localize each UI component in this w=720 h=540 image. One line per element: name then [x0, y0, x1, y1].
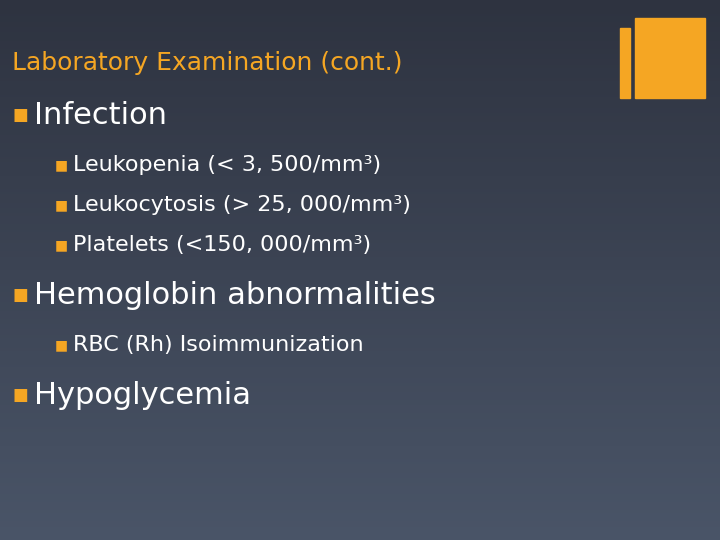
Text: ■: ■: [55, 238, 68, 252]
Text: Hypoglycemia: Hypoglycemia: [34, 381, 251, 409]
Text: Laboratory Examination (cont.): Laboratory Examination (cont.): [12, 51, 402, 75]
Text: ■: ■: [55, 158, 68, 172]
Bar: [620, 28, 630, 98]
Bar: [635, 18, 705, 98]
Text: Infection: Infection: [34, 100, 167, 130]
Text: Hemoglobin abnormalities: Hemoglobin abnormalities: [34, 280, 436, 309]
Text: RBC (Rh) Isoimmunization: RBC (Rh) Isoimmunization: [73, 335, 364, 355]
Text: Platelets (<150, 000/mm³): Platelets (<150, 000/mm³): [73, 235, 371, 255]
Text: Leukopenia (< 3, 500/mm³): Leukopenia (< 3, 500/mm³): [73, 155, 381, 175]
Text: ■: ■: [12, 286, 28, 304]
Text: ■: ■: [12, 386, 28, 404]
Text: ■: ■: [55, 198, 68, 212]
Text: ■: ■: [55, 338, 68, 352]
Text: Leukocytosis (> 25, 000/mm³): Leukocytosis (> 25, 000/mm³): [73, 195, 411, 215]
Text: ■: ■: [12, 106, 28, 124]
